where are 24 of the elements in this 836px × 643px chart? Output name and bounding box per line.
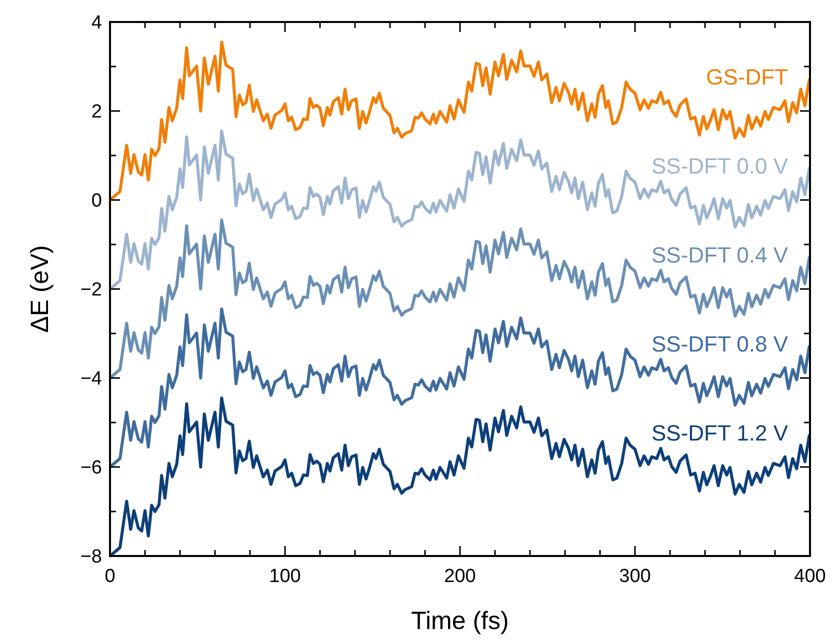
- line-series: [110, 40, 810, 202]
- x-tick-label: 100: [269, 566, 301, 587]
- line-series: [110, 308, 810, 468]
- y-tick-label: −8: [80, 546, 102, 568]
- y-axis-title: ΔE (eV): [26, 245, 54, 333]
- line-series: [110, 396, 810, 558]
- y-tick-label: −6: [80, 458, 102, 479]
- y-tick-label: −2: [80, 280, 102, 301]
- x-tick-label: 400: [794, 566, 826, 587]
- y-tick-label: −4: [80, 368, 102, 390]
- series-label: SS-DFT 0.4 V: [651, 242, 788, 268]
- x-tick-label: 200: [444, 566, 476, 587]
- x-tick-label: 0: [104, 566, 116, 587]
- y-tick-label: 2: [91, 102, 102, 123]
- series-label: GS-DFT: [706, 64, 788, 90]
- x-tick-label: 300: [619, 566, 651, 587]
- series-label: SS-DFT 1.2 V: [651, 420, 788, 446]
- series-label: SS-DFT 0.8 V: [651, 331, 788, 356]
- line-series: [110, 130, 810, 290]
- x-axis-title: Time (fs): [411, 607, 509, 635]
- y-tick-label: 0: [91, 190, 102, 212]
- line-series: [110, 218, 810, 380]
- y-tick-label: 4: [91, 12, 102, 34]
- series-label: SS-DFT 0.0 V: [651, 153, 788, 178]
